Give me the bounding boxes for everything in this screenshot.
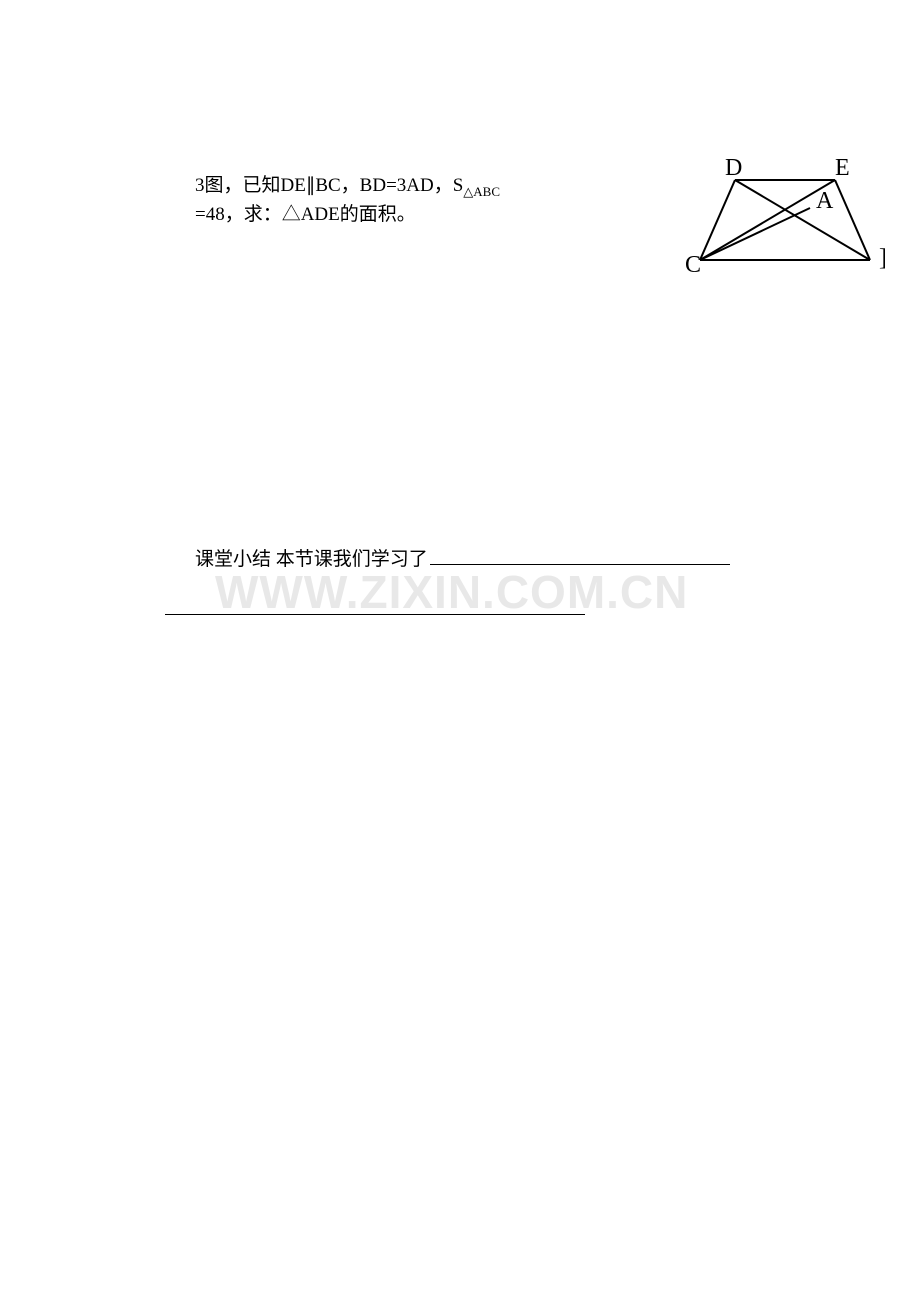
line-EC bbox=[700, 180, 835, 260]
label-D: D bbox=[725, 155, 742, 181]
blank-line-first bbox=[430, 564, 730, 565]
line-DC bbox=[700, 180, 735, 260]
label-B-cropped: ] bbox=[879, 245, 885, 272]
label-E: E bbox=[835, 155, 850, 181]
label-C: C bbox=[685, 252, 701, 278]
line-CA bbox=[700, 208, 810, 260]
blank-line-second bbox=[165, 614, 585, 615]
line-EB bbox=[835, 180, 870, 260]
problem-line1-part1: 3图，已知DE∥BC，BD=3AD，S bbox=[195, 175, 463, 196]
line-DB bbox=[735, 180, 870, 260]
lesson-summary: 课堂小结 本节课我们学习了 bbox=[195, 535, 735, 615]
problem-subscript: △ABC bbox=[463, 184, 500, 199]
problem-statement: 3图，已知DE∥BC，BD=3AD，S△ABC =48，求：△ADE的面积。 bbox=[195, 172, 595, 230]
summary-prefix: 课堂小结 本节课我们学习了 bbox=[195, 549, 428, 570]
label-A: A bbox=[816, 188, 834, 214]
geometry-diagram: D E A C ] bbox=[680, 160, 880, 290]
problem-line2: =48，求：△ADE的面积。 bbox=[195, 204, 416, 225]
